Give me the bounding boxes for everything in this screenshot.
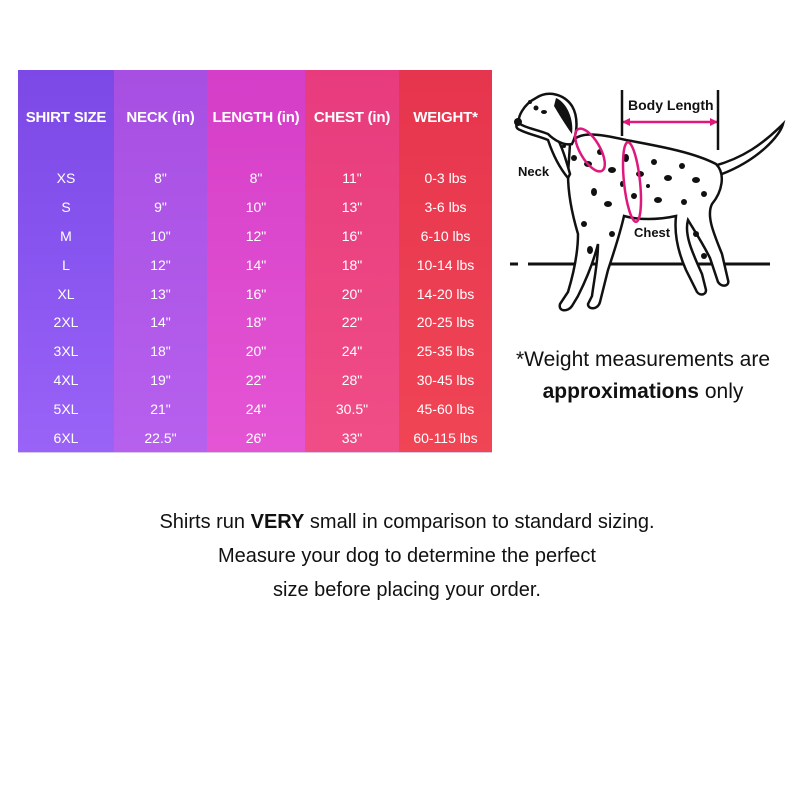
cell-chest: 22" [341, 314, 363, 331]
header-shirt-size: SHIRT SIZE [25, 108, 107, 126]
cell-chest: 20" [341, 285, 363, 302]
very-emphasis: VERY [250, 511, 305, 533]
cell-length: 18" [245, 314, 267, 331]
cell-weight: 10-14 lbs [416, 256, 475, 273]
cell-chest: 11" [342, 170, 362, 187]
cell-neck: 14" [150, 314, 171, 331]
column-weight: WEIGHT* 0-3 lbs 3-6 lbs 6-10 lbs 10-14 lbs 1… [399, 70, 492, 452]
weight-note-line1: *Weight measurements are [515, 348, 771, 371]
column-chest: CHEST (in) 11" 13" 16" 18" 20" 22" 24" 28" 30.5"… [305, 70, 399, 452]
chest-label: Chest [634, 225, 671, 240]
column-length: LENGTH (in) 8" 10" 12" 14" 16" 18" 20" 22" 24" 26… [207, 70, 305, 452]
cell-length: 12" [245, 227, 267, 244]
cell-length: 22" [245, 371, 267, 388]
cell-weight: 0-3 lbs [424, 170, 467, 187]
cell-neck: 19" [150, 371, 171, 388]
cell-weight: 25-35 lbs [416, 343, 475, 360]
cell-size: 3XL [53, 343, 79, 360]
header-length: LENGTH (in) [212, 108, 300, 126]
size-chart: SHIRT SIZE XS S M L XL 2XL 3XL 4XL 5XL 6XL NECK (… [18, 70, 492, 453]
cell-neck: 13" [150, 285, 171, 302]
cell-neck: 9" [154, 199, 167, 216]
cell-neck: 12" [150, 256, 171, 273]
cell-size: L [62, 256, 70, 273]
dog-nose [514, 118, 522, 126]
weight-note-line2: approximations only [512, 376, 774, 408]
neck-marker [573, 127, 607, 173]
cell-size: M [60, 227, 72, 244]
cell-neck: 21" [150, 400, 171, 417]
dog-eye [533, 105, 539, 111]
cell-size: XL [57, 285, 75, 302]
cell-size: 6XL [53, 429, 79, 446]
dalmatian-dog-illustration: Body Length Neck Chest [510, 90, 786, 312]
cell-weight: 3-6 lbs [424, 199, 467, 216]
cell-length: 24" [245, 400, 267, 417]
header-neck: NECK (in) [126, 108, 195, 126]
dog-ear [554, 98, 573, 134]
header-chest: CHEST (in) [313, 108, 391, 126]
sizing-warning: Shirts run VERY small in comparison to s… [60, 505, 754, 607]
sizing-warning-line1: Shirts run VERY small in comparison to s… [60, 505, 754, 539]
cell-chest: 18" [341, 256, 363, 273]
cell-length: 10" [245, 199, 267, 216]
cell-length: 14" [245, 256, 267, 273]
neck-label: Neck [518, 164, 550, 179]
warning-pre: Shirts run [159, 511, 251, 533]
cell-chest: 30.5" [335, 400, 369, 417]
chest-marker [621, 140, 643, 224]
cell-length: 16" [245, 285, 267, 302]
cell-chest: 33" [341, 429, 363, 446]
weight-note-rest: only [699, 380, 744, 403]
cell-neck: 8" [154, 170, 167, 187]
cell-weight: 30-45 lbs [416, 371, 475, 388]
cell-chest: 16" [341, 227, 363, 244]
column-neck: NECK (in) 8" 9" 10" 12" 13" 14" 18" 19" 21" 22.5" [114, 70, 207, 452]
cell-weight: 14-20 lbs [416, 285, 475, 302]
cell-weight: 20-25 lbs [416, 314, 475, 331]
cell-weight: 6-10 lbs [420, 227, 471, 244]
dog-tail [711, 119, 786, 176]
dog-body [558, 133, 730, 312]
cell-neck: 18" [150, 343, 171, 360]
cell-chest: 28" [341, 371, 363, 388]
sizing-warning-line2: Measure your dog to determine the perfec… [218, 545, 596, 567]
cell-weight: 60-115 lbs [413, 429, 478, 446]
warning-post: small in comparison to standard sizing. [304, 511, 655, 533]
cell-size: S [61, 199, 71, 216]
cell-size: 2XL [53, 314, 79, 331]
cell-chest: 13" [341, 199, 363, 216]
cell-chest: 24" [341, 343, 363, 360]
sizing-warning-line3: size before placing your order. [273, 579, 541, 601]
cell-length: 8" [249, 170, 263, 187]
cell-length: 26" [245, 429, 267, 446]
cell-weight: 45-60 lbs [416, 400, 475, 417]
arrow-head-right [710, 118, 718, 126]
cell-neck: 22.5" [144, 429, 177, 446]
cell-size: XS [56, 170, 76, 187]
header-weight: WEIGHT* [413, 108, 478, 126]
cell-length: 20" [245, 343, 267, 360]
approximations-emphasis: approximations [542, 380, 699, 403]
column-shirt-size: SHIRT SIZE XS S M L XL 2XL 3XL 4XL 5XL 6XL [18, 70, 114, 452]
weight-note: *Weight measurements are approximations … [512, 344, 774, 408]
body-length-label: Body Length [628, 97, 714, 113]
cell-neck: 10" [150, 227, 171, 244]
cell-size: 4XL [53, 371, 79, 388]
arrow-head-left [622, 118, 630, 126]
cell-size: 5XL [53, 400, 79, 417]
